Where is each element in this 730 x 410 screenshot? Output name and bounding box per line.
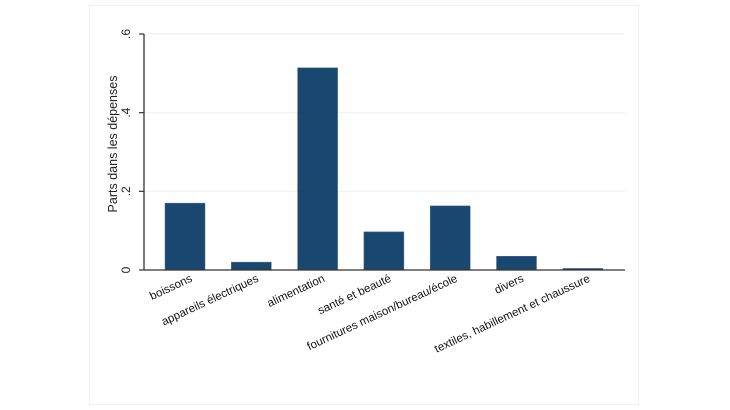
bar: [429, 205, 471, 271]
y-tick-label: .6: [119, 29, 133, 39]
bar: [363, 231, 405, 271]
y-ticks: 0 .2 .4 .6: [119, 29, 144, 273]
x-category-label: boissons: [148, 273, 194, 303]
y-tick-label: 0: [119, 266, 133, 273]
bars: [164, 67, 604, 271]
y-axis-title: Parts dans les dépenses: [106, 76, 120, 213]
y-tick-label: .2: [119, 186, 133, 196]
y-tick-label: .4: [119, 107, 133, 117]
gridlines: [144, 33, 625, 192]
axes: [143, 34, 625, 271]
bar: [164, 202, 206, 271]
x-category-label: divers: [493, 273, 526, 297]
bar: [231, 261, 272, 271]
bar: [496, 255, 537, 271]
x-category-label: alimentation: [266, 273, 327, 310]
bar: [297, 67, 338, 271]
